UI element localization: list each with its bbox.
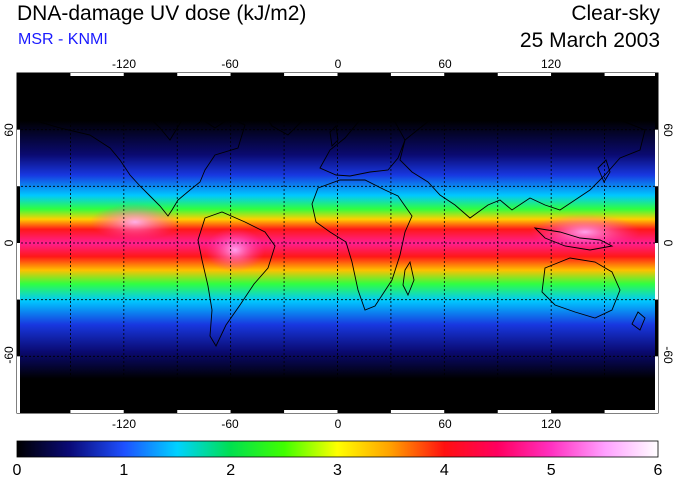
uv-max-andes — [205, 228, 265, 272]
colorbar — [16, 440, 659, 458]
colorbar-tick-label: 5 — [547, 462, 556, 479]
frame-tick-bar — [284, 73, 338, 76]
frame-tick-bar — [390, 410, 445, 413]
date-label: 25 March 2003 — [519, 29, 660, 52]
frame-tick-bar — [390, 73, 445, 76]
frame-tick-bar — [337, 73, 391, 76]
lat-tick-left: 60 — [2, 123, 16, 137]
frame-tick-bar — [17, 410, 71, 413]
frame-tick-bar — [655, 243, 658, 300]
frame-tick-bar — [17, 356, 20, 413]
uv-max-pacific — [90, 204, 180, 240]
coast-madagascar — [402, 260, 415, 297]
coast-asia — [399, 107, 646, 219]
coast-japan — [597, 159, 611, 183]
lon-tick-top: -120 — [112, 57, 136, 71]
frame-tick-bar — [284, 410, 338, 413]
coastlines — [39, 91, 646, 347]
frame-tick-bar — [497, 73, 552, 76]
colorbar-tick-label: 1 — [119, 462, 128, 479]
frame-tick-bar — [655, 299, 658, 357]
coast-africa — [311, 179, 413, 311]
lon-tick-bottom: 120 — [541, 417, 561, 431]
frame-tick-bar — [17, 299, 20, 357]
colorbar-tick-label: 6 — [654, 462, 663, 479]
lat-tick-right: 0 — [661, 240, 675, 247]
lat-tick-right: 60 — [661, 123, 675, 137]
frame-tick-bar — [551, 73, 605, 76]
condition-label: Clear-sky — [571, 2, 660, 25]
coast-uk — [329, 125, 339, 147]
colorbar-tick-label: 4 — [440, 462, 449, 479]
frame-tick-bar — [655, 186, 658, 243]
lon-tick-bottom: -60 — [221, 417, 239, 431]
frame-tick-bars — [17, 73, 658, 413]
coast-north-america — [39, 104, 246, 217]
coast-new-zealand — [631, 311, 646, 331]
colorbar-tick-label: 2 — [226, 462, 235, 479]
colorbar-tick-label: 0 — [13, 462, 22, 479]
frame-tick-bar — [123, 410, 178, 413]
colorbar-labels: 0 1 2 3 4 5 6 — [13, 462, 663, 479]
source-label: MSR - KNMI — [18, 31, 108, 48]
frame-tick-bar — [497, 410, 552, 413]
frame-tick-bar — [655, 73, 658, 130]
frame-tick-bar — [70, 410, 124, 413]
lon-tick-bottom: 60 — [438, 417, 452, 431]
frame-tick-bar — [17, 73, 71, 76]
colorbar-tick-label: 3 — [333, 462, 342, 479]
frame-tick-bar — [17, 73, 20, 130]
frame-tick-bar — [655, 356, 658, 413]
frame-tick-bar — [123, 73, 178, 76]
lon-tick-top: 0 — [335, 57, 342, 71]
uv-max-indonesia — [530, 214, 640, 250]
lat-tick-left: -60 — [2, 346, 16, 364]
lon-tick-top: -60 — [221, 57, 239, 71]
chart-title: DNA-damage UV dose (kJ/m2) — [17, 2, 307, 25]
lat-tick-right: -60 — [661, 346, 675, 364]
frame-tick-bar — [17, 243, 20, 300]
frame-tick-bar — [70, 73, 124, 76]
coast-south-america — [197, 211, 276, 347]
lon-tick-top: 120 — [541, 57, 561, 71]
frame-tick-bar — [551, 410, 605, 413]
frame-tick-bar — [337, 410, 391, 413]
frame-tick-bar — [17, 129, 20, 187]
lon-tick-bottom: 0 — [335, 417, 342, 431]
coast-indonesia — [533, 227, 614, 251]
frame-tick-bar — [230, 410, 285, 413]
lat-tick-left: 0 — [2, 239, 16, 246]
frame-tick-bar — [655, 129, 658, 187]
coast-australia — [541, 257, 621, 319]
frame-tick-bar — [604, 410, 658, 413]
lon-tick-top: 60 — [438, 57, 452, 71]
graticule — [17, 73, 658, 413]
frame-tick-bar — [604, 73, 658, 76]
frame-tick-bar — [444, 73, 498, 76]
frame-tick-bar — [177, 73, 231, 76]
frame-tick-bar — [17, 186, 20, 243]
frame-tick-bar — [230, 73, 285, 76]
coast-greenland — [259, 91, 321, 136]
frame-tick-bar — [444, 410, 498, 413]
frame-tick-bar — [177, 410, 231, 413]
lon-tick-bottom: -120 — [112, 417, 136, 431]
